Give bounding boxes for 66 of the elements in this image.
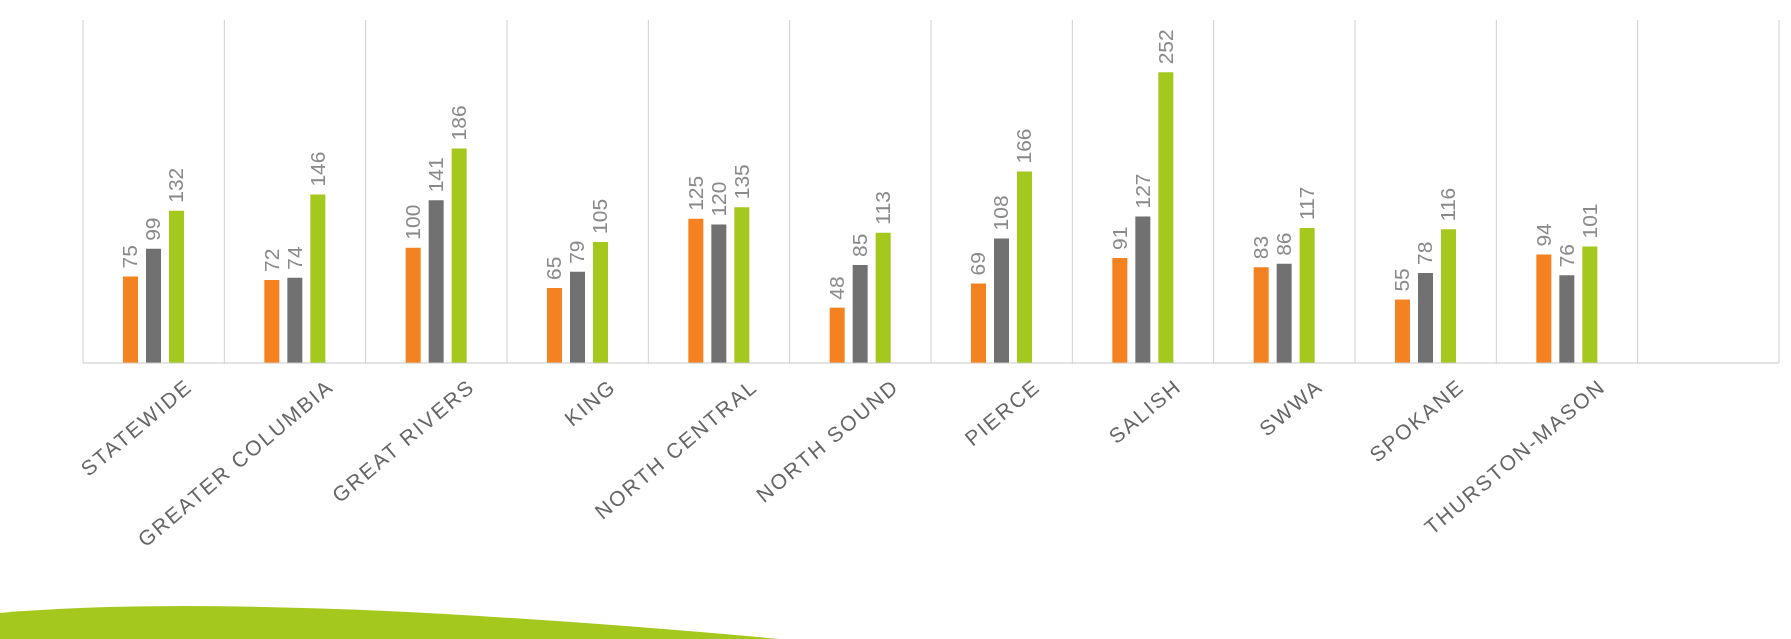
bar xyxy=(994,238,1009,363)
bar xyxy=(287,277,303,363)
data-label: 94 xyxy=(1531,222,1555,247)
data-label: 132 xyxy=(164,167,188,203)
bar xyxy=(547,288,562,363)
data-label: 78 xyxy=(1413,241,1437,266)
data-label: 135 xyxy=(729,164,753,200)
data-label: 116 xyxy=(1436,187,1460,222)
data-label: 86 xyxy=(1272,232,1296,256)
bar xyxy=(1135,216,1151,363)
data-label: 125 xyxy=(683,175,707,211)
data-label: 141 xyxy=(424,157,448,193)
bar xyxy=(711,224,727,363)
data-label: 76 xyxy=(1554,243,1578,268)
data-label: 166 xyxy=(1012,128,1036,164)
bar xyxy=(1559,275,1575,363)
bar xyxy=(1418,273,1433,363)
bar xyxy=(829,307,845,363)
data-label: 127 xyxy=(1130,173,1154,209)
bar xyxy=(1112,258,1128,363)
data-label: 101 xyxy=(1577,203,1601,239)
bar xyxy=(688,218,704,363)
data-label: 72 xyxy=(259,248,283,272)
data-label: 79 xyxy=(565,240,589,264)
data-label: 117 xyxy=(1295,186,1319,221)
data-label: 99 xyxy=(141,217,165,241)
bar xyxy=(146,248,161,363)
bar xyxy=(428,200,444,363)
bar xyxy=(1536,254,1552,363)
data-label: 252 xyxy=(1153,29,1177,65)
data-label: 55 xyxy=(1390,268,1414,292)
bar xyxy=(1395,299,1410,363)
bar xyxy=(169,210,184,363)
bar xyxy=(405,247,421,363)
data-label: 48 xyxy=(825,276,849,300)
bar xyxy=(593,241,608,363)
data-label: 91 xyxy=(1107,226,1131,251)
data-label: 69 xyxy=(966,252,990,276)
bar xyxy=(123,276,138,363)
bar xyxy=(1253,267,1269,363)
bar xyxy=(310,194,326,363)
data-label: 120 xyxy=(706,181,730,217)
data-label: 65 xyxy=(542,256,566,281)
bar xyxy=(1441,229,1456,363)
data-label: 83 xyxy=(1249,235,1273,260)
data-label: 186 xyxy=(447,105,471,141)
data-label: 108 xyxy=(989,195,1013,231)
data-label: 105 xyxy=(588,198,612,234)
bar xyxy=(852,264,868,363)
bar xyxy=(1276,263,1292,363)
data-label: 113 xyxy=(871,191,895,225)
data-label: 85 xyxy=(848,233,872,257)
data-label: 100 xyxy=(401,204,425,240)
data-label: 75 xyxy=(118,245,142,269)
data-label: 74 xyxy=(282,245,306,270)
bar xyxy=(1582,246,1598,363)
bar xyxy=(971,283,986,363)
bar xyxy=(451,148,467,363)
bar xyxy=(570,271,585,363)
bar xyxy=(264,279,280,363)
data-label: 146 xyxy=(305,151,329,187)
bar xyxy=(1299,228,1315,363)
bar xyxy=(875,232,891,363)
bar xyxy=(1017,171,1032,363)
bar xyxy=(734,207,750,363)
bar xyxy=(1158,72,1174,363)
